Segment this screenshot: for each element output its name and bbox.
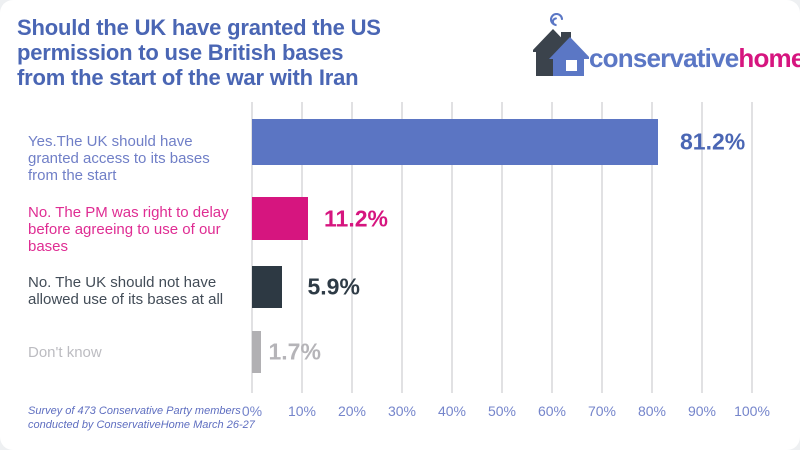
logo-wordmark: conservativehome	[589, 43, 800, 74]
category-label: Don't know	[28, 344, 102, 361]
gridline	[401, 102, 403, 393]
conservativehome-logo: conservativehome	[533, 13, 800, 83]
x-tick-label: 100%	[734, 403, 770, 419]
house-blue-part	[549, 37, 589, 76]
x-tick-label: 40%	[437, 403, 467, 419]
house-icon	[533, 13, 589, 76]
bar	[252, 266, 282, 308]
x-tick-label: 20%	[337, 403, 367, 419]
house-door	[566, 60, 577, 71]
gridline	[451, 102, 453, 393]
source-note-line-2: conducted by ConservativeHome March 26-2…	[28, 419, 255, 431]
gridline	[351, 102, 353, 393]
bar-value-label: 81.2%	[680, 128, 746, 155]
bar-value-label: 1.7%	[268, 338, 321, 365]
gridline	[701, 102, 703, 393]
x-tick-label: 30%	[387, 403, 417, 419]
bar	[252, 197, 308, 240]
gridline	[601, 102, 603, 393]
category-label: Yes.The UK should have granted access to…	[28, 133, 210, 184]
gridline	[751, 102, 753, 393]
source-note-line-1: Survey of 473 Conservative Party members	[28, 405, 241, 417]
title-line-1: Should the UK have granted the US	[17, 15, 381, 40]
source-note: Survey of 473 Conservative Party members…	[28, 404, 255, 432]
bar-value-label: 11.2%	[324, 205, 388, 231]
category-label: No. The UK should not have allowed use o…	[28, 274, 224, 308]
plot-area: 0% 10% 20% 30% 40% 50% 60% 70% 80% 90% 100% 81.2% 11…	[242, 102, 770, 419]
bar	[252, 331, 261, 373]
x-tick-label: 0%	[241, 403, 263, 419]
x-tick-label: 90%	[687, 403, 717, 419]
bar-value-label: 5.9%	[307, 273, 360, 300]
category-label: No. The PM was right to delay before agr…	[28, 204, 229, 255]
x-tick-label: 10%	[287, 403, 317, 419]
x-tick-label: 70%	[587, 403, 617, 419]
gridline	[251, 102, 253, 393]
chart-title: Should the UK have granted the US permis…	[17, 15, 537, 90]
bar	[252, 119, 658, 165]
gridline	[501, 102, 503, 393]
x-tick-label: 80%	[637, 403, 667, 419]
x-tick-label: 50%	[487, 403, 517, 419]
gridline	[651, 102, 653, 393]
gridline	[551, 102, 553, 393]
gridline	[301, 102, 303, 393]
x-tick-label: 60%	[537, 403, 567, 419]
title-line-3: from the start of the war with Iran	[17, 65, 359, 90]
logo-text-conservative: conservative	[589, 43, 739, 73]
logo-text-home: home	[738, 43, 800, 73]
title-line-2: permission to use British bases	[17, 40, 344, 65]
